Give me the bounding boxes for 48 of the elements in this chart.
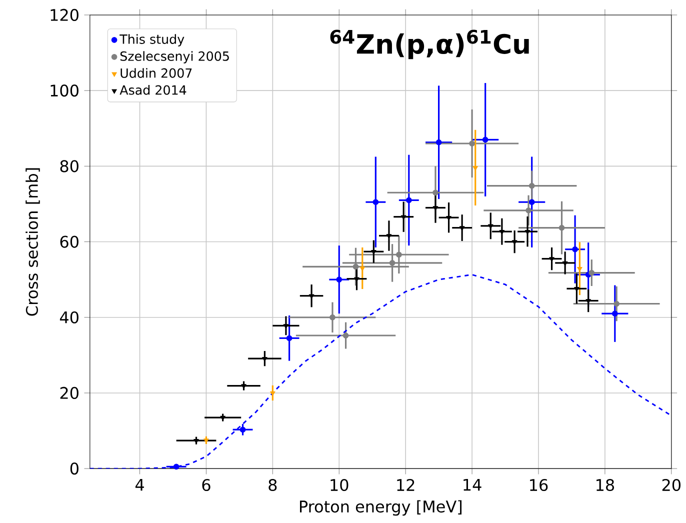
legend-label: Asad 2014 — [120, 85, 186, 96]
y-tick-label: 60 — [60, 236, 78, 248]
x-axis-title: Proton energy [MeV] — [300, 500, 462, 516]
point — [372, 199, 379, 206]
x-tick-label: 20 — [662, 479, 680, 492]
y-tick-label: 40 — [60, 312, 78, 324]
x-tick-label: 10 — [330, 479, 348, 492]
point — [558, 225, 565, 231]
x-tick-label: 6 — [202, 479, 210, 492]
point — [342, 332, 349, 339]
point — [173, 464, 180, 470]
y-tick-label: 120 — [50, 9, 78, 22]
point — [336, 276, 342, 283]
y-tick-label: 20 — [60, 387, 78, 400]
x-tick-label: 14 — [464, 479, 482, 491]
point — [528, 183, 535, 189]
point — [614, 301, 620, 307]
legend-label: This study — [120, 34, 184, 47]
point — [482, 137, 488, 143]
point — [526, 208, 532, 214]
point — [330, 314, 336, 321]
point — [240, 426, 246, 433]
point — [406, 197, 412, 204]
y-tick-label: 80 — [60, 160, 78, 172]
point — [612, 310, 618, 317]
legend-label: Szelecsenyi 2005 — [120, 51, 229, 64]
point — [396, 252, 402, 258]
point — [432, 190, 438, 196]
point — [389, 260, 396, 266]
x-tick-label: 8 — [268, 479, 277, 492]
x-tick-label: 18 — [596, 479, 614, 492]
x-tick-label: 12 — [397, 479, 414, 492]
point — [436, 140, 442, 146]
point — [572, 246, 578, 252]
point — [588, 270, 595, 276]
line-series — [90, 274, 672, 469]
y-tick-label: 0 — [70, 462, 78, 475]
y-axis-title: Cross section [mb] — [26, 168, 40, 316]
x-tick-label: 4 — [135, 479, 144, 491]
x-tick-label: 16 — [530, 479, 548, 492]
point — [352, 264, 359, 270]
legend-label: Uddin 2007 — [120, 68, 192, 78]
point — [286, 335, 292, 342]
y-tick-label: 100 — [50, 84, 78, 97]
text: $^{64}$Zn(p,α)$^{61}$Cu — [330, 30, 529, 60]
point — [401, 215, 406, 220]
point — [528, 199, 535, 206]
point — [469, 140, 475, 147]
